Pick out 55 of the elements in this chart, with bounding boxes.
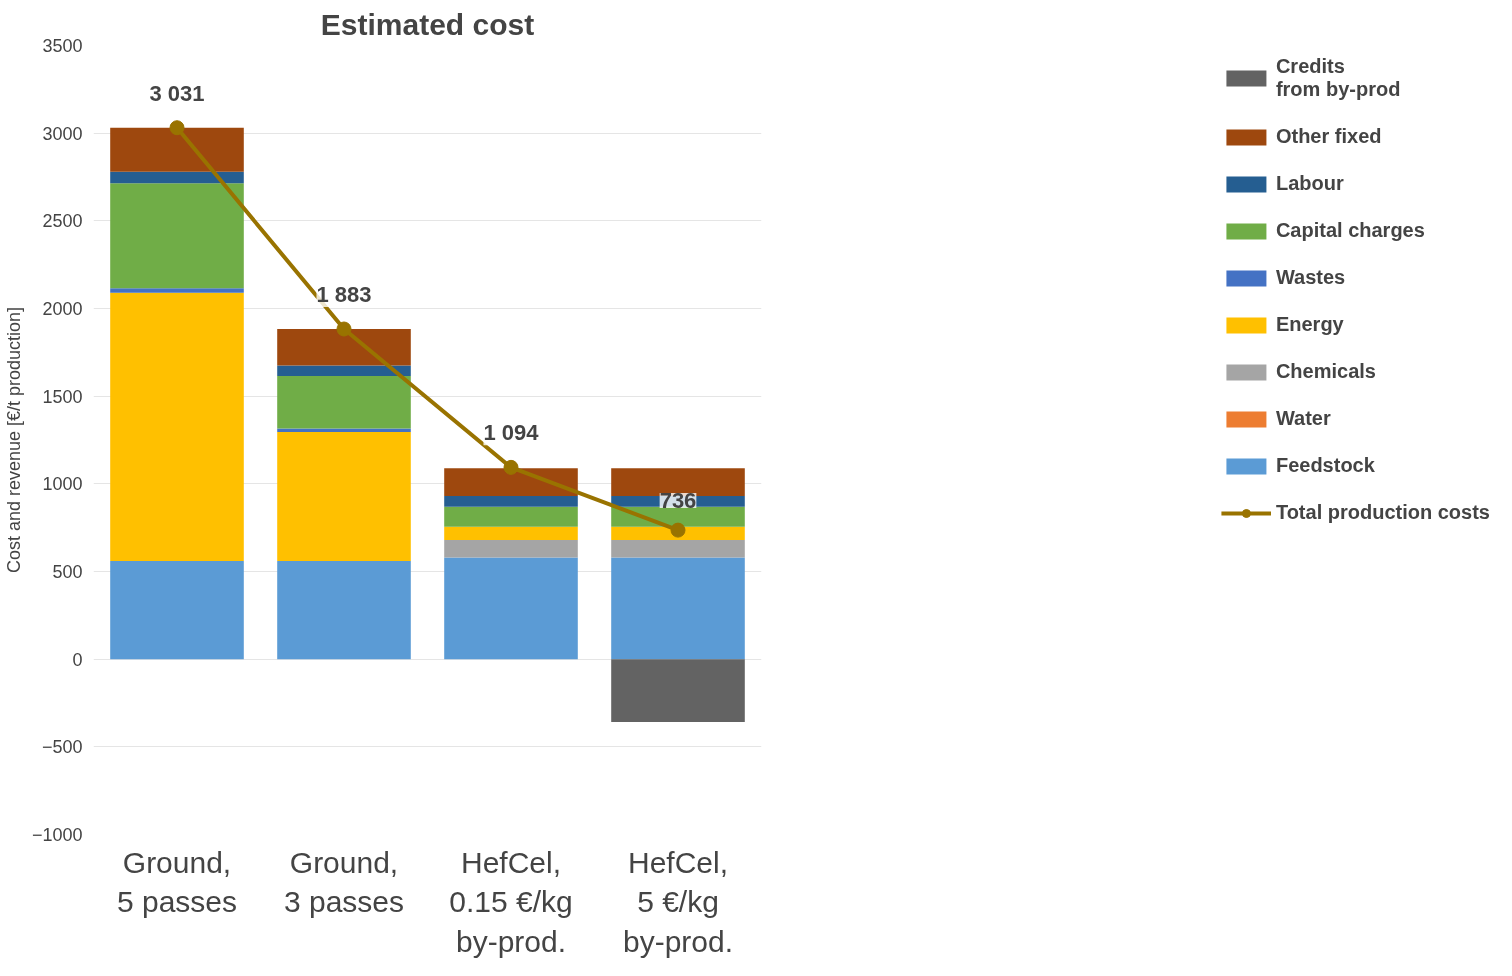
bar bbox=[277, 376, 411, 429]
legend-label: Labour bbox=[1275, 172, 1344, 195]
y-tick-label: 1000 bbox=[42, 474, 83, 495]
bar bbox=[444, 468, 578, 497]
y-tick-label: 2000 bbox=[42, 299, 83, 319]
y-tick-label: −500 bbox=[41, 737, 83, 758]
bar bbox=[277, 560, 411, 660]
point bbox=[503, 459, 519, 475]
chart-title: Estimated cost bbox=[320, 7, 535, 41]
bar bbox=[110, 292, 244, 561]
bar bbox=[110, 127, 244, 172]
bar bbox=[444, 506, 578, 527]
legend-label: Water bbox=[1275, 407, 1331, 430]
data-label: 3 031 bbox=[149, 80, 205, 106]
y-tick-label: 3500 bbox=[42, 36, 83, 56]
bar bbox=[110, 183, 244, 289]
y-tick-label: −1000 bbox=[31, 825, 83, 845]
bar bbox=[444, 526, 578, 540]
y-tick-label: 0 bbox=[72, 649, 83, 670]
bar bbox=[611, 557, 745, 660]
legend-label: Capital charges bbox=[1275, 219, 1425, 242]
bar bbox=[611, 539, 745, 558]
bar bbox=[277, 432, 411, 561]
legend-label: Total production costs bbox=[1275, 501, 1490, 524]
bar bbox=[611, 526, 745, 540]
bar bbox=[277, 329, 411, 366]
legend-label: Other fixed bbox=[1275, 125, 1382, 148]
bar bbox=[444, 496, 578, 507]
bar bbox=[611, 659, 745, 722]
bar bbox=[110, 288, 244, 293]
legend-label: Feedstock bbox=[1275, 454, 1375, 477]
bar bbox=[444, 539, 578, 558]
y-tick-label: 2500 bbox=[42, 211, 83, 232]
legend-label: Wastes bbox=[1275, 266, 1346, 289]
x-tick-label: HefCel, 0.15 €/kg by-prod. bbox=[449, 845, 573, 958]
x-tick-label: Ground, 3 passes bbox=[283, 845, 405, 919]
bar bbox=[277, 365, 411, 376]
point bbox=[670, 522, 686, 538]
data-label: 736 bbox=[659, 488, 697, 514]
y-tick-label: 1500 bbox=[42, 386, 83, 407]
y-tick-label: 3000 bbox=[42, 123, 83, 144]
legend-label: Chemicals bbox=[1275, 360, 1376, 383]
point bbox=[336, 321, 352, 337]
bar bbox=[110, 560, 244, 660]
point bbox=[169, 120, 185, 136]
x-tick-label: Ground, 5 passes bbox=[116, 845, 238, 919]
legend-label: Credits from by-prod bbox=[1275, 55, 1401, 101]
legend-label: Energy bbox=[1275, 313, 1344, 336]
data-label: 1 883 bbox=[316, 282, 372, 308]
bar bbox=[444, 557, 578, 660]
bar bbox=[110, 171, 244, 184]
y-axis-title: Cost and revenue [€/t production] bbox=[3, 306, 24, 574]
x-tick-label: HefCel, 5 €/kg by-prod. bbox=[622, 845, 734, 958]
data-label: 1 094 bbox=[483, 420, 540, 446]
y-tick-label: 500 bbox=[52, 562, 83, 582]
